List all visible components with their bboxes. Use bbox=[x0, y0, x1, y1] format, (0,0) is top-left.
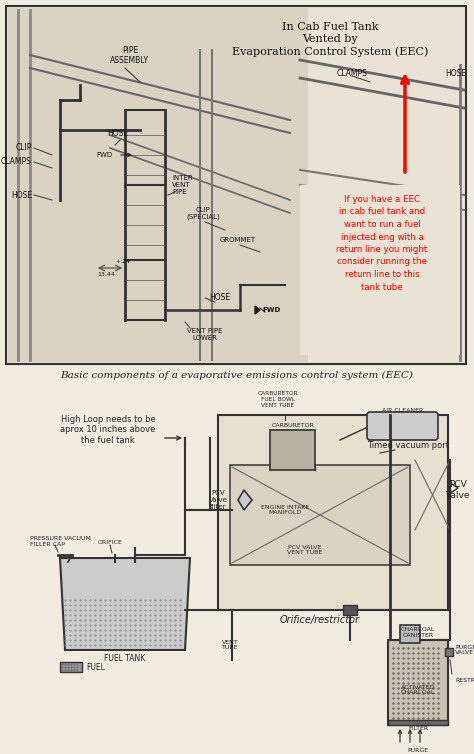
Text: CLIP
(SPECIAL): CLIP (SPECIAL) bbox=[186, 207, 220, 220]
Text: CHARCOAL
CANISTER: CHARCOAL CANISTER bbox=[401, 627, 435, 638]
Text: INTER
VENT
PIPE: INTER VENT PIPE bbox=[172, 175, 192, 195]
Text: ACTIVATED
CHARCOAL: ACTIVATED CHARCOAL bbox=[401, 685, 435, 695]
Text: PCV VALVE
VENT TUBE: PCV VALVE VENT TUBE bbox=[287, 544, 323, 556]
Text: PCV
Valve
filter: PCV Valve filter bbox=[209, 490, 228, 510]
Text: FWD: FWD bbox=[263, 307, 281, 313]
Text: HOSE: HOSE bbox=[446, 69, 466, 78]
Bar bbox=[400, 625, 420, 643]
Bar bbox=[388, 640, 448, 725]
Bar bbox=[343, 605, 357, 615]
Text: CARBURETOR: CARBURETOR bbox=[272, 423, 314, 428]
Text: ENGINE INTAKE
MANIFOLD: ENGINE INTAKE MANIFOLD bbox=[261, 504, 309, 516]
Text: Timed vacuum port: Timed vacuum port bbox=[367, 440, 449, 449]
Text: If you have a EEC
in cab fuel tank and
want to run a fuel
injected eng with a
re: If you have a EEC in cab fuel tank and w… bbox=[337, 195, 428, 292]
Text: FILTER: FILTER bbox=[408, 726, 428, 731]
Text: PURGE
AIR: PURGE AIR bbox=[408, 748, 428, 754]
Text: CARBURETOR
FUEL BOWL
VENT TUBE: CARBURETOR FUEL BOWL VENT TUBE bbox=[258, 391, 298, 408]
Text: CLAMPS: CLAMPS bbox=[1, 158, 32, 167]
Bar bbox=[60, 662, 82, 672]
Bar bbox=[6, 6, 466, 364]
Text: VENT
TUBE: VENT TUBE bbox=[222, 639, 238, 651]
Text: Evaporation Control System (EEC): Evaporation Control System (EEC) bbox=[232, 46, 428, 57]
Text: Orifice/restrictor: Orifice/restrictor bbox=[280, 615, 360, 625]
Text: PCV
Valve: PCV Valve bbox=[446, 480, 470, 500]
Text: PURGE
VALVE: PURGE VALVE bbox=[455, 645, 474, 655]
Text: FUEL: FUEL bbox=[86, 663, 105, 672]
Text: RESTRICTIONS: RESTRICTIONS bbox=[455, 678, 474, 682]
Bar bbox=[218, 415, 448, 610]
Text: HOSE: HOSE bbox=[108, 129, 128, 138]
Bar bbox=[230, 465, 410, 565]
Text: AIR CLEANER: AIR CLEANER bbox=[383, 408, 424, 413]
Polygon shape bbox=[255, 306, 260, 314]
Text: In Cab Fuel Tank: In Cab Fuel Tank bbox=[282, 22, 378, 32]
Text: PIPE
ASSEMBLY: PIPE ASSEMBLY bbox=[110, 45, 150, 65]
Text: GROMMET: GROMMET bbox=[220, 237, 256, 243]
Text: CLAMPS: CLAMPS bbox=[337, 69, 367, 78]
Text: .24: .24 bbox=[120, 259, 130, 264]
Bar bbox=[270, 430, 315, 470]
Text: HOSE: HOSE bbox=[11, 191, 32, 200]
Text: FWD: FWD bbox=[97, 152, 113, 158]
Polygon shape bbox=[60, 558, 190, 650]
Text: VENT PIPE
LOWER: VENT PIPE LOWER bbox=[187, 328, 223, 341]
Bar bbox=[388, 720, 448, 725]
Bar bbox=[8, 8, 308, 362]
FancyBboxPatch shape bbox=[367, 412, 438, 440]
Text: 13.44: 13.44 bbox=[97, 272, 115, 277]
Bar bbox=[300, 185, 460, 355]
Text: CLIP: CLIP bbox=[16, 143, 32, 152]
Text: ORIFICE: ORIFICE bbox=[98, 540, 122, 545]
Bar bbox=[445, 648, 453, 656]
Text: HOSE: HOSE bbox=[210, 293, 230, 302]
Text: +: + bbox=[115, 259, 120, 264]
Polygon shape bbox=[238, 490, 252, 510]
Text: High Loop needs to be
aprox 10 inches above
the fuel tank: High Loop needs to be aprox 10 inches ab… bbox=[60, 415, 155, 445]
Text: FUEL TANK: FUEL TANK bbox=[104, 654, 146, 663]
Text: Basic components of a evaporative emissions control system (EEC): Basic components of a evaporative emissi… bbox=[61, 370, 413, 379]
Text: PRESSURE VACUUM
FILLER CAP: PRESSURE VACUUM FILLER CAP bbox=[30, 536, 91, 547]
Text: Vented by: Vented by bbox=[302, 34, 358, 44]
